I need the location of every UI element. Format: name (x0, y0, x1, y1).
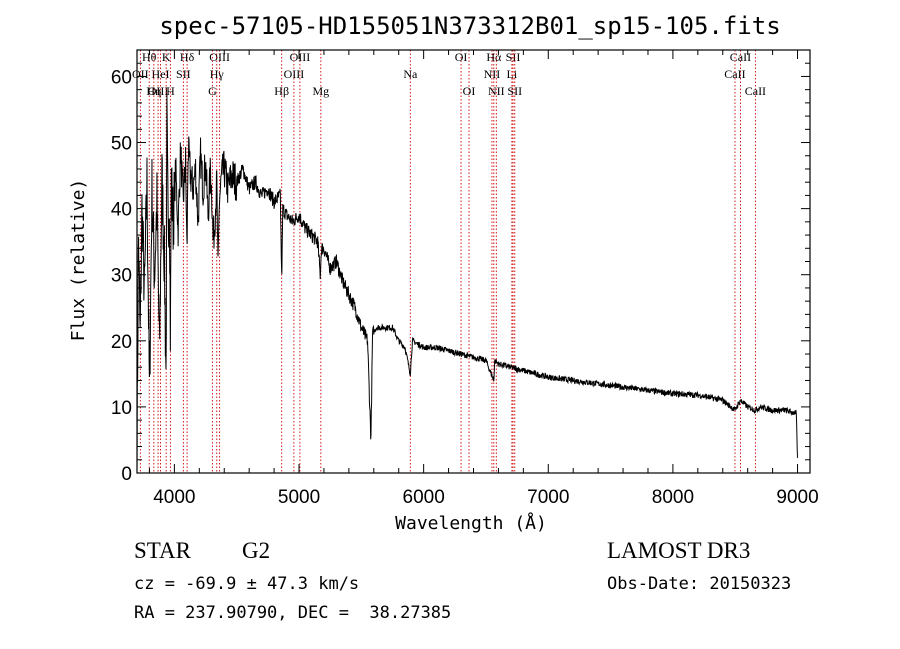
spectral-line-label: NII (484, 67, 501, 81)
x-tick-label: 8000 (652, 487, 694, 508)
spectral-line-label: Hη (146, 84, 161, 98)
x-tick-label: 9000 (776, 487, 818, 508)
observation-date: Obs-Date: 20150323 (607, 574, 792, 594)
chart-title: spec-57105-HD155051N373312B01_sp15-105.f… (159, 12, 780, 40)
line-marker-layer: Hθ OII OIII K HeI Hη H Hδ SII OIII Hγ G Hβ OIII OIII Mg… (132, 50, 766, 473)
spectral-line-label: Hδ (180, 50, 195, 64)
plot-frame (136, 49, 811, 474)
coordinates-readout: RA = 237.90790, DEC = 38.27385 (134, 603, 452, 623)
spectral-line-label: OI (455, 50, 468, 64)
spectral-line-label: Mg (312, 84, 329, 98)
spectral-line-label: K (162, 50, 171, 64)
x-tick-label: 5000 (278, 487, 320, 508)
spectral-class: STAR (134, 538, 191, 563)
spectral-line-label: OIII (148, 84, 169, 98)
spectral-line-label: OIII (209, 50, 230, 64)
y-axis-label: Flux (relative) (68, 179, 89, 342)
y-tick-label: 60 (111, 67, 132, 88)
spectral-line-label: Hγ (210, 67, 225, 81)
y-tick-label: 10 (111, 398, 132, 419)
y-tick-label: 20 (111, 332, 132, 353)
spectral-line-label: NII (488, 84, 505, 98)
spectrum-line (136, 94, 799, 474)
spectral-line-label: Na (403, 67, 418, 81)
y-tick-label: 50 (111, 134, 132, 155)
spectral-line-label: SII (506, 50, 521, 64)
redshift-readout: cz = -69.9 ± 47.3 km/s (134, 574, 360, 594)
spectral-line-label: CaII (724, 67, 745, 81)
y-tick-label: 40 (111, 200, 132, 221)
spectral-line-label: Hα (486, 50, 502, 64)
y-axis: 0 10 20 30 40 50 60 (111, 62, 810, 485)
spectral-line-label: OI (463, 84, 476, 98)
x-axis-label: Wavelength (Å) (395, 512, 547, 534)
spectral-line-label: Hθ (142, 50, 157, 64)
spectral-line-label: HeI (152, 67, 170, 81)
spectral-line-label: SII (507, 84, 522, 98)
spectral-line-label: OII (132, 67, 149, 81)
y-tick-label: 30 (111, 266, 132, 287)
spectral-line-label: G (208, 84, 217, 98)
survey-label: LAMOST DR3 (607, 538, 751, 563)
x-tick-label: 7000 (527, 487, 569, 508)
spectral-subclass: G2 (242, 538, 271, 563)
spectral-line-label: Li (507, 67, 518, 81)
x-tick-label: 4000 (153, 487, 195, 508)
spectral-line-label: SII (176, 67, 191, 81)
spectral-line-label: Hβ (274, 84, 289, 98)
spectral-line-label: OIII (290, 50, 311, 64)
spectral-line-label: H (166, 84, 175, 98)
x-axis: 4000 5000 6000 7000 8000 9000 (148, 50, 819, 508)
x-tick-label: 6000 (403, 487, 445, 508)
spectral-line-label: CaII (745, 84, 766, 98)
y-tick-label: 0 (121, 464, 132, 485)
spectral-line-label: OIII (284, 67, 305, 81)
